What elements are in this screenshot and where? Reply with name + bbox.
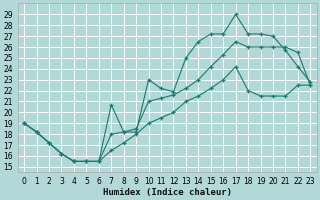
- X-axis label: Humidex (Indice chaleur): Humidex (Indice chaleur): [103, 188, 232, 197]
